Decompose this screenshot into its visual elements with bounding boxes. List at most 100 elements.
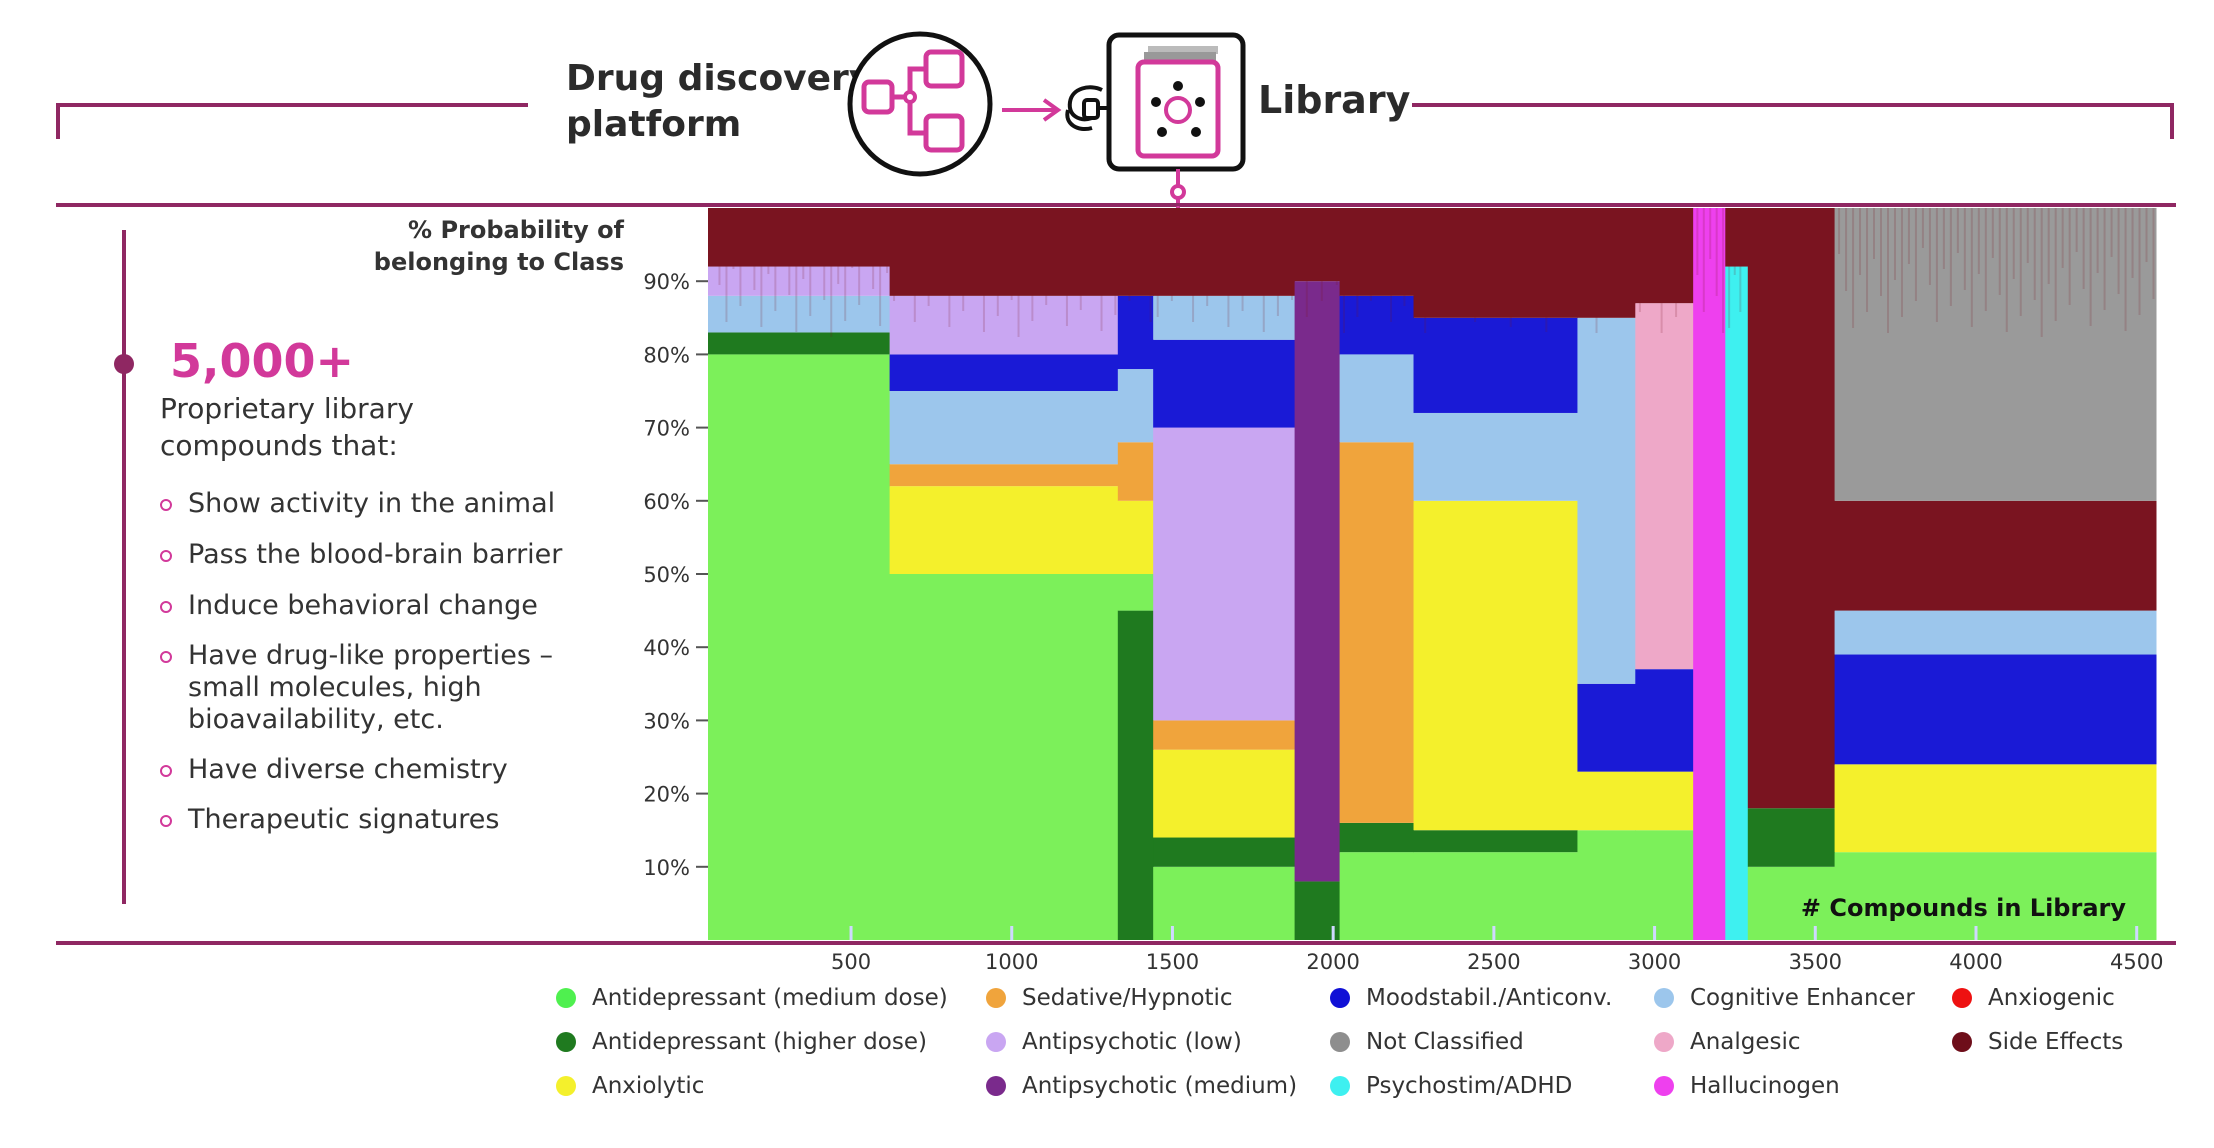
- area-band: [1118, 611, 1154, 940]
- x-tick-label: 2000: [1306, 950, 1359, 974]
- x-tick-label: 3000: [1628, 950, 1681, 974]
- compound-stripe: [774, 208, 776, 311]
- y-tick-label: 80%: [643, 343, 690, 367]
- compound-stripe: [1824, 208, 1826, 301]
- compound-stripe: [788, 208, 790, 295]
- compound-stripe: [1467, 208, 1469, 285]
- legend-swatch-icon: [556, 1076, 576, 1096]
- compound-stripe: [1383, 208, 1385, 285]
- compound-stripe: [1816, 208, 1818, 264]
- compound-stripe: [1985, 208, 1987, 311]
- compound-stripe: [1087, 208, 1089, 257]
- compound-stripe: [767, 208, 769, 274]
- compound-stripe: [746, 208, 748, 253]
- area-band: [1153, 428, 1295, 721]
- compound-stripe: [1943, 208, 1945, 269]
- area-band: [1153, 750, 1295, 838]
- compound-stripe: [1024, 208, 1026, 284]
- compound-stripe: [1410, 208, 1412, 253]
- compound-stripe: [1431, 208, 1433, 280]
- compound-stripe: [1143, 208, 1145, 285]
- compound-stripe: [1446, 208, 1448, 264]
- compound-stripe: [2125, 208, 2127, 331]
- legend-label: Side Effects: [1988, 1029, 2123, 1055]
- legend-swatch-icon: [986, 988, 1006, 1008]
- compound-stripe: [1199, 208, 1201, 269]
- compound-stripe: [1538, 208, 1540, 295]
- compound-stripe: [2076, 208, 2078, 252]
- compound-stripe: [2083, 208, 2085, 289]
- legend-swatch-icon: [1952, 1032, 1972, 1052]
- compound-stripe: [1256, 208, 1258, 295]
- compound-stripe: [2027, 208, 2029, 263]
- x-tick-label: 4500: [2110, 950, 2163, 974]
- area-band: [1693, 208, 1726, 940]
- compound-stripe: [1838, 208, 1840, 254]
- legend-swatch-icon: [1952, 988, 1972, 1008]
- y-tick-label: 70%: [643, 417, 690, 441]
- area-band: [1414, 318, 1578, 413]
- compound-stripe: [2069, 208, 2071, 305]
- compound-stripe: [1377, 208, 1379, 248]
- compound-stripe: [1011, 208, 1013, 300]
- compound-stripe: [1567, 208, 1569, 263]
- area-band: [1835, 655, 2157, 765]
- legend-item: Anxiolytic: [556, 1073, 704, 1099]
- legend-label: Anxiogenic: [1988, 985, 2115, 1011]
- compound-stripe: [1157, 208, 1159, 317]
- legend-item: Antipsychotic (low): [986, 1029, 1242, 1055]
- compound-stripe: [2111, 208, 2113, 257]
- compound-stripe: [2013, 208, 2015, 279]
- compound-stripe: [1094, 208, 1096, 294]
- compound-stripe: [1213, 208, 1215, 253]
- compound-stripe: [1632, 208, 1634, 248]
- area-band: [1153, 340, 1295, 428]
- compound-stripe: [1802, 208, 1804, 280]
- legend-label: Antipsychotic (medium): [1022, 1073, 1297, 1099]
- legend-item: Psychostim/ADHD: [1330, 1073, 1572, 1099]
- legend-label: Antidepressant (higher dose): [592, 1029, 927, 1055]
- area-band: [1835, 208, 2157, 501]
- compound-stripe: [1992, 208, 1994, 258]
- compound-stripe: [2090, 208, 2092, 326]
- compound-stripe: [1298, 208, 1300, 280]
- area-band: [1748, 808, 1835, 867]
- legend-item: Antipsychotic (medium): [986, 1073, 1297, 1099]
- area-band: [708, 267, 890, 296]
- legend-item: Side Effects: [1952, 1029, 2123, 1055]
- area-band: [1118, 574, 1154, 611]
- compound-stripe: [1350, 208, 1352, 280]
- compound-stripe: [1234, 208, 1236, 274]
- compound-stripe: [1610, 208, 1612, 317]
- compound-stripe: [1171, 208, 1173, 301]
- compound-stripe: [1661, 208, 1663, 333]
- compound-stripe: [1080, 208, 1082, 310]
- area-band: [1577, 318, 1635, 684]
- compound-stripe: [1336, 208, 1338, 285]
- area-band: [890, 464, 1119, 486]
- compound-stripe: [1603, 208, 1605, 280]
- compound-stripe: [1031, 208, 1033, 321]
- compound-stripe: [1284, 208, 1286, 263]
- y-tick-label: 20%: [643, 783, 690, 807]
- area-band: [890, 486, 1119, 574]
- compound-stripe: [1682, 208, 1684, 264]
- compound-stripe: [1901, 208, 1903, 317]
- area-band: [708, 296, 890, 333]
- compound-stripe: [1809, 208, 1811, 317]
- compound-stripe: [1978, 208, 1980, 274]
- compound-stripe: [1343, 208, 1345, 333]
- compound-stripe: [1313, 208, 1315, 264]
- compound-stripe: [1894, 208, 1896, 280]
- area-band: [1340, 354, 1414, 442]
- area-band: [890, 574, 1119, 940]
- compound-stripe: [1545, 208, 1547, 332]
- legend-label: Antipsychotic (low): [1022, 1029, 1242, 1055]
- legend-label: Sedative/Hypnotic: [1022, 985, 1233, 1011]
- compound-stripe: [955, 208, 957, 274]
- compound-stripe: [1453, 208, 1455, 301]
- compound-stripe: [802, 208, 804, 279]
- area-band: [1340, 823, 1414, 852]
- legend-label: Analgesic: [1690, 1029, 1801, 1055]
- legend-label: Cognitive Enhancer: [1690, 985, 1915, 1011]
